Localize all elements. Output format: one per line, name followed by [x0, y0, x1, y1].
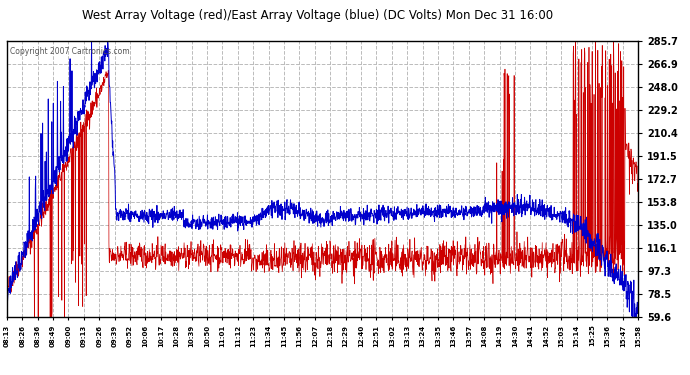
Text: West Array Voltage (red)/East Array Voltage (blue) (DC Volts) Mon Dec 31 16:00: West Array Voltage (red)/East Array Volt…	[82, 9, 553, 22]
Text: Copyright 2007 Cartronics.com: Copyright 2007 Cartronics.com	[10, 47, 130, 56]
